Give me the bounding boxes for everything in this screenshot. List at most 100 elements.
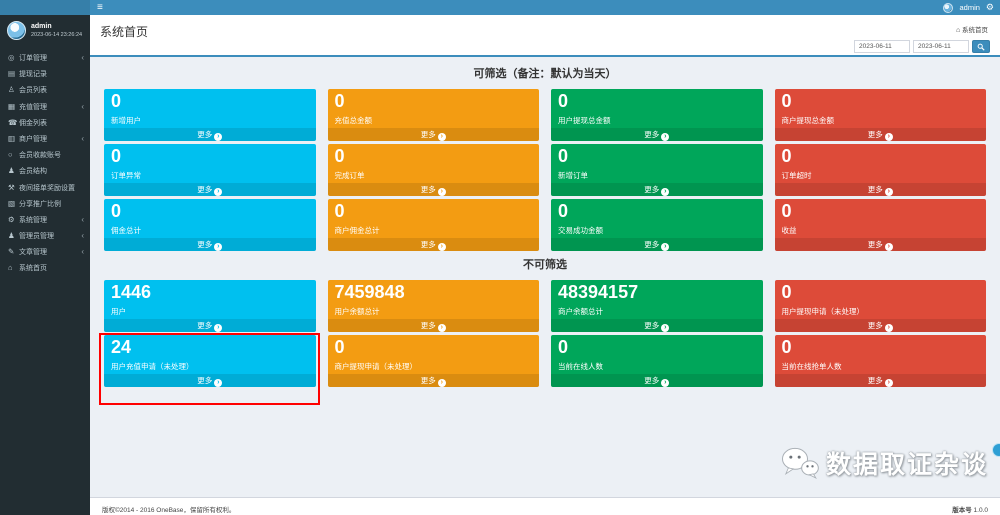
card-more-link[interactable]: 更多 › bbox=[104, 238, 316, 251]
stat-label: 交易成功金额 bbox=[558, 226, 603, 235]
stat-card: 0 订单异常 更多 › bbox=[104, 144, 316, 196]
gear-icon[interactable]: ⚙ bbox=[985, 2, 994, 12]
sidebar-item-管理员管理[interactable]: ♟ 管理员管理 ‹ bbox=[0, 228, 90, 244]
card-grid: 1446 用户 更多 › 7459848 用户余额总计 更多 › 48394157 商户余额总计更… bbox=[99, 280, 986, 405]
stat-label: 订单超时 bbox=[781, 171, 812, 180]
arrow-circle-icon: › bbox=[437, 324, 446, 332]
card-more-link[interactable]: 更多 › bbox=[104, 128, 316, 141]
avatar[interactable] bbox=[7, 21, 26, 40]
version-label: 版本号 bbox=[952, 507, 972, 514]
sidebar-item-佣金列表[interactable]: ☎ 佣金列表 bbox=[0, 115, 90, 131]
stat-value: 0 bbox=[334, 146, 345, 166]
search-button[interactable] bbox=[972, 40, 990, 53]
date-to-input[interactable] bbox=[913, 40, 969, 53]
stat-value: 0 bbox=[558, 146, 569, 166]
sidebar-item-label: 充值管理 bbox=[19, 103, 47, 111]
card-more-link[interactable]: 更多 › bbox=[551, 374, 763, 387]
sidebar-item-文章管理[interactable]: ✎ 文章管理 ‹ bbox=[0, 244, 90, 260]
withdraw-record-icon: ▤ bbox=[8, 69, 16, 79]
system-settings-icon: ⚙ bbox=[8, 214, 15, 224]
sidebar-item-订单管理[interactable]: ◎ 订单管理 ‹ bbox=[0, 50, 90, 66]
stat-card: 0 完成订单 更多 › bbox=[327, 144, 539, 196]
card-more-label: 更多 bbox=[644, 321, 660, 330]
card-more-link[interactable]: 更多 › bbox=[774, 319, 986, 332]
card-more-label: 更多 bbox=[867, 185, 883, 194]
card-more-link[interactable]: 更多 › bbox=[327, 128, 539, 141]
arrow-circle-icon: › bbox=[884, 324, 893, 332]
avatar[interactable] bbox=[943, 2, 954, 13]
arrow-circle-icon: › bbox=[214, 379, 223, 387]
arrow-circle-icon: › bbox=[214, 324, 223, 332]
sidebar-item-系统管理[interactable]: ⚙ 系统管理 ‹ bbox=[0, 212, 90, 228]
stat-card: 0 当前在线人数 更多 › bbox=[551, 335, 763, 387]
stat-value: 7459848 bbox=[334, 282, 405, 302]
card-more-link[interactable]: 更多 › bbox=[774, 128, 986, 141]
sidebar-item-会员结构[interactable]: ♟ 会员结构 bbox=[0, 163, 90, 179]
stat-value: 0 bbox=[781, 201, 792, 221]
stat-card: 1446 用户 更多 › bbox=[104, 280, 316, 332]
arrow-circle-icon: › bbox=[661, 243, 670, 251]
card-more-link[interactable]: 更多 › bbox=[551, 319, 763, 332]
sidebar-item-提现记录[interactable]: ▤ 提现记录 bbox=[0, 66, 90, 82]
sidebar-item-会员收款账号[interactable]: ○ 会员收款账号 bbox=[0, 147, 90, 163]
card-more-link[interactable]: 更多 › bbox=[774, 183, 986, 196]
card-more-link[interactable]: 更多 › bbox=[551, 183, 763, 196]
search-icon bbox=[977, 43, 985, 51]
sidebar-login-time: 2023-06-14 23:26:24 bbox=[31, 32, 83, 38]
card-more-link[interactable]: 更多 › bbox=[774, 374, 986, 387]
watermark-text: 数据取证杂谈 bbox=[825, 451, 988, 479]
page-footer: 版权©2014 - 2016 OneBase，保留所有权利。 版本号 1.0.0 bbox=[90, 497, 1000, 515]
sidebar-item-充值管理[interactable]: ▦ 充值管理 ‹ bbox=[0, 99, 90, 115]
card-more-label: 更多 bbox=[197, 130, 213, 139]
chevron-left-icon: ‹ bbox=[81, 53, 84, 62]
card-more-link[interactable]: 更多 › bbox=[551, 128, 763, 141]
card-more-link[interactable]: 更多 › bbox=[327, 374, 539, 387]
card-more-label: 更多 bbox=[867, 240, 883, 249]
sidebar-item-label: 夜间接单奖励设置 bbox=[19, 184, 75, 192]
stat-label: 用户充值申请（未处理） bbox=[111, 362, 194, 371]
card-more-link[interactable]: 更多 › bbox=[327, 183, 539, 196]
floating-widget-button[interactable] bbox=[992, 443, 1000, 457]
card-more-label: 更多 bbox=[197, 321, 213, 330]
member-structure-icon: ♟ bbox=[8, 166, 15, 176]
date-from-input[interactable] bbox=[854, 40, 910, 53]
card-more-label: 更多 bbox=[420, 376, 436, 385]
member-account-icon: ○ bbox=[8, 150, 13, 160]
stat-label: 用户提现申请（未处理） bbox=[781, 307, 865, 316]
content-sections: 可筛选（备注：默认为当天） 0 新增用户 更多 › 0 充值总金额 更多 › 0 用户提现总金额 更多… bbox=[90, 57, 1000, 405]
stat-value: 0 bbox=[781, 91, 792, 111]
card-more-link[interactable]: 更多 › bbox=[551, 238, 763, 251]
card-more-link[interactable]: 更多 › bbox=[104, 374, 316, 387]
card-more-label: 更多 bbox=[420, 185, 436, 194]
member-list-icon: ♙ bbox=[8, 85, 15, 95]
sidebar-item-分享推广比例[interactable]: ▧ 分享推广比例 bbox=[0, 196, 90, 212]
sidebar-item-商户管理[interactable]: ▥ 商户管理 ‹ bbox=[0, 131, 90, 147]
merchant-icon: ▥ bbox=[8, 133, 16, 143]
sidebar-item-会员列表[interactable]: ♙ 会员列表 bbox=[0, 82, 90, 98]
chevron-left-icon: ‹ bbox=[81, 214, 84, 224]
copyright-text: 版权©2014 - 2016 OneBase，保留所有权利。 bbox=[102, 507, 236, 514]
breadcrumb[interactable]: ⌂ 系统首页 bbox=[956, 24, 988, 34]
sidebar-item-label: 佣金列表 bbox=[19, 119, 47, 127]
card-more-link[interactable]: 更多 › bbox=[774, 238, 986, 251]
arrow-circle-icon: › bbox=[884, 188, 893, 196]
stat-label: 佣金总计 bbox=[111, 226, 141, 235]
card-more-link[interactable]: 更多 › bbox=[327, 238, 539, 251]
stat-value: 0 bbox=[111, 91, 122, 111]
card-more-label: 更多 bbox=[197, 376, 213, 385]
card-more-link[interactable]: 更多 › bbox=[104, 319, 316, 332]
card-more-link[interactable]: 更多 › bbox=[327, 319, 539, 332]
card-more-link[interactable]: 更多 › bbox=[104, 183, 316, 196]
sidebar-toggle-icon[interactable]: ≡ bbox=[97, 2, 103, 13]
watermark: 数据取证杂谈 bbox=[780, 445, 988, 481]
stat-card: 0 当前在线抢单人数 更多 › bbox=[774, 335, 986, 387]
card-more-label: 更多 bbox=[644, 130, 660, 139]
stat-card: 48394157 商户余额总计 更多 › bbox=[551, 280, 763, 332]
sidebar-menu: ◎ 订单管理 ‹ ▤ 提现记录 ♙ 会员列表 ▦ 充值管理 ‹ ☎ 佣金列表 ▥ 商户管理 ‹ ○ 会员收款账号… bbox=[0, 50, 90, 277]
sidebar-item-夜间接单奖励设置[interactable]: ⚒ 夜间接单奖励设置 bbox=[0, 180, 90, 196]
topbar-username[interactable]: admin bbox=[959, 3, 980, 12]
stat-card: 0 佣金总计 更多 › bbox=[104, 199, 316, 251]
stat-label: 商户余额总计 bbox=[558, 307, 603, 316]
orders-icon: ◎ bbox=[8, 53, 15, 62]
sidebar-item-系统首页[interactable]: ⌂ 系统首页 bbox=[0, 260, 90, 276]
